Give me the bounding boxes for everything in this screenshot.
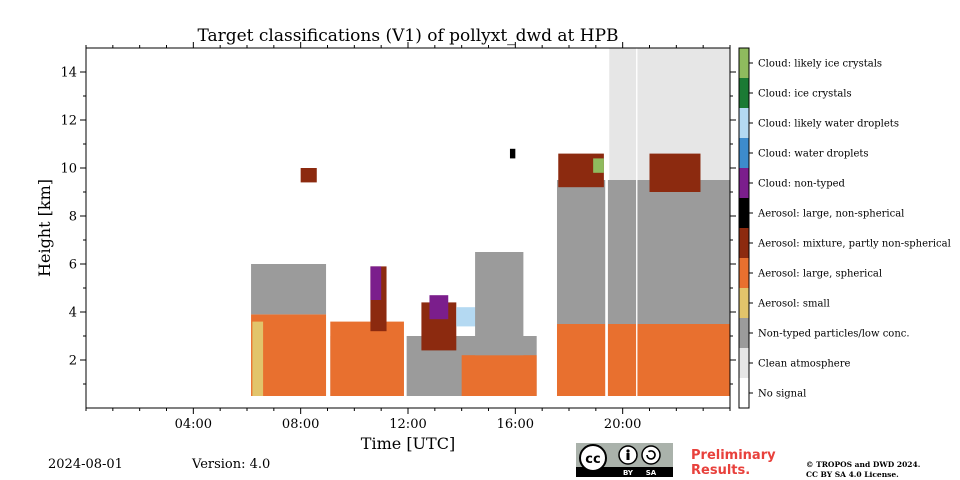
data-gap-2	[403, 48, 407, 408]
data-gap-0	[86, 48, 252, 408]
class-region-0	[251, 314, 327, 396]
x-tick-label-0: 04:00	[175, 417, 212, 432]
y-tick-label-5: 12	[60, 114, 77, 129]
y-axis: 2 4 6 8 10 12 14	[60, 66, 736, 385]
y-tick-label-2: 6	[69, 258, 77, 273]
class-region-19	[509, 148, 516, 159]
data-gaps	[86, 48, 638, 408]
legend-label-8: Cloud: water droplets	[758, 149, 869, 160]
x-tick-label-2: 12:00	[389, 417, 426, 432]
footer-date: 2024-08-01	[48, 457, 123, 472]
legend-label-6: Aerosol: large, non-spherical	[757, 209, 904, 220]
legend-swatch-0	[739, 378, 749, 408]
chart-title: Target classifications (V1) of pollyxt_d…	[197, 26, 618, 46]
y-tick-label-3: 8	[69, 210, 77, 225]
cc-by-sa-badge: cc BY SA	[576, 443, 673, 477]
cc-icon-text: cc	[585, 452, 600, 467]
legend-swatch-11	[739, 48, 749, 78]
data-gap-6	[636, 48, 638, 408]
legend-label-3: Aerosol: small	[757, 299, 830, 310]
cc-icon	[579, 444, 607, 472]
class-region-18	[300, 168, 317, 183]
copyright-notice: © TROPOS and DWD 2024. CC BY SA 4.0 Lice…	[806, 460, 920, 480]
legend-swatch-10	[739, 78, 749, 108]
legend-swatch-7	[739, 168, 749, 198]
legend-swatch-9	[739, 108, 749, 138]
legend-swatch-6	[739, 198, 749, 228]
class-region-8	[429, 295, 449, 320]
legend-label-5: Aerosol: mixture, partly non-spherical	[757, 239, 951, 250]
legend-label-11: Cloud: likely ice crystals	[758, 59, 882, 70]
plot-area: 04:00 08:00 12:00 16:00 20:00 2 4 6 8 10 12 14	[60, 42, 736, 432]
class-region-6	[370, 266, 382, 300]
class-region-12	[556, 324, 730, 396]
legend-swatch-3	[739, 288, 749, 318]
class-region-1	[252, 321, 264, 396]
legend-label-2: Non-typed particles/low conc.	[758, 329, 910, 340]
legend-label-1: Clean atmosphere	[758, 359, 851, 370]
legend-label-9: Cloud: likely water droplets	[758, 119, 899, 130]
legend-swatch-5	[739, 228, 749, 258]
legend-label-0: No signal	[758, 389, 806, 400]
legend-frame	[738, 47, 750, 409]
class-region-16	[593, 158, 604, 173]
x-axis-label: Time [UTC]	[361, 434, 455, 453]
legend-swatch-4	[739, 258, 749, 288]
y-tick-label-4: 10	[60, 162, 77, 177]
legend-label-10: Cloud: ice crystals	[758, 89, 852, 100]
x-tick-label-3: 16:00	[497, 417, 534, 432]
legend-label-4: Aerosol: large, spherical	[757, 269, 882, 280]
y-axis-label: Height [km]	[35, 179, 54, 277]
class-region-10	[461, 355, 537, 396]
classification-field	[251, 48, 730, 396]
preliminary-line1: Preliminary	[691, 448, 776, 463]
sa-label: SA	[646, 469, 657, 477]
legend-swatch-8	[739, 138, 749, 168]
copyright-line2: CC BY SA 4.0 License.	[806, 470, 899, 479]
x-tick-label-4: 20:00	[604, 417, 641, 432]
class-region-11	[475, 252, 524, 356]
data-gap-5	[605, 48, 608, 408]
class-region-2	[251, 264, 327, 315]
class-region-13	[556, 180, 730, 324]
preliminary-line2: Results.	[691, 463, 751, 478]
footer-version: Version: 4.0	[192, 457, 271, 472]
y-tick-label-6: 14	[60, 66, 77, 81]
class-region-17	[649, 153, 701, 192]
by-label: BY	[623, 469, 634, 477]
y-tick-label-1: 4	[69, 306, 77, 321]
data-gap-3	[536, 48, 549, 408]
sa-icon	[641, 445, 661, 465]
colorbar-legend: No signal Clean atmosphere Non-typed parti…	[738, 47, 951, 409]
legend-swatch-2	[739, 318, 749, 348]
data-gap-4	[551, 48, 557, 408]
y-tick-label-0: 2	[69, 354, 77, 369]
data-gap-1	[326, 48, 331, 408]
x-tick-label-1: 08:00	[282, 417, 319, 432]
preliminary-notice: Preliminary Results.	[691, 448, 776, 478]
legend-swatch-1	[739, 348, 749, 378]
copyright-line1: © TROPOS and DWD 2024.	[806, 460, 921, 469]
x-axis: 04:00 08:00 12:00 16:00 20:00	[85, 42, 731, 432]
legend-label-7: Cloud: non-typed	[758, 179, 846, 190]
class-region-4	[330, 321, 404, 396]
